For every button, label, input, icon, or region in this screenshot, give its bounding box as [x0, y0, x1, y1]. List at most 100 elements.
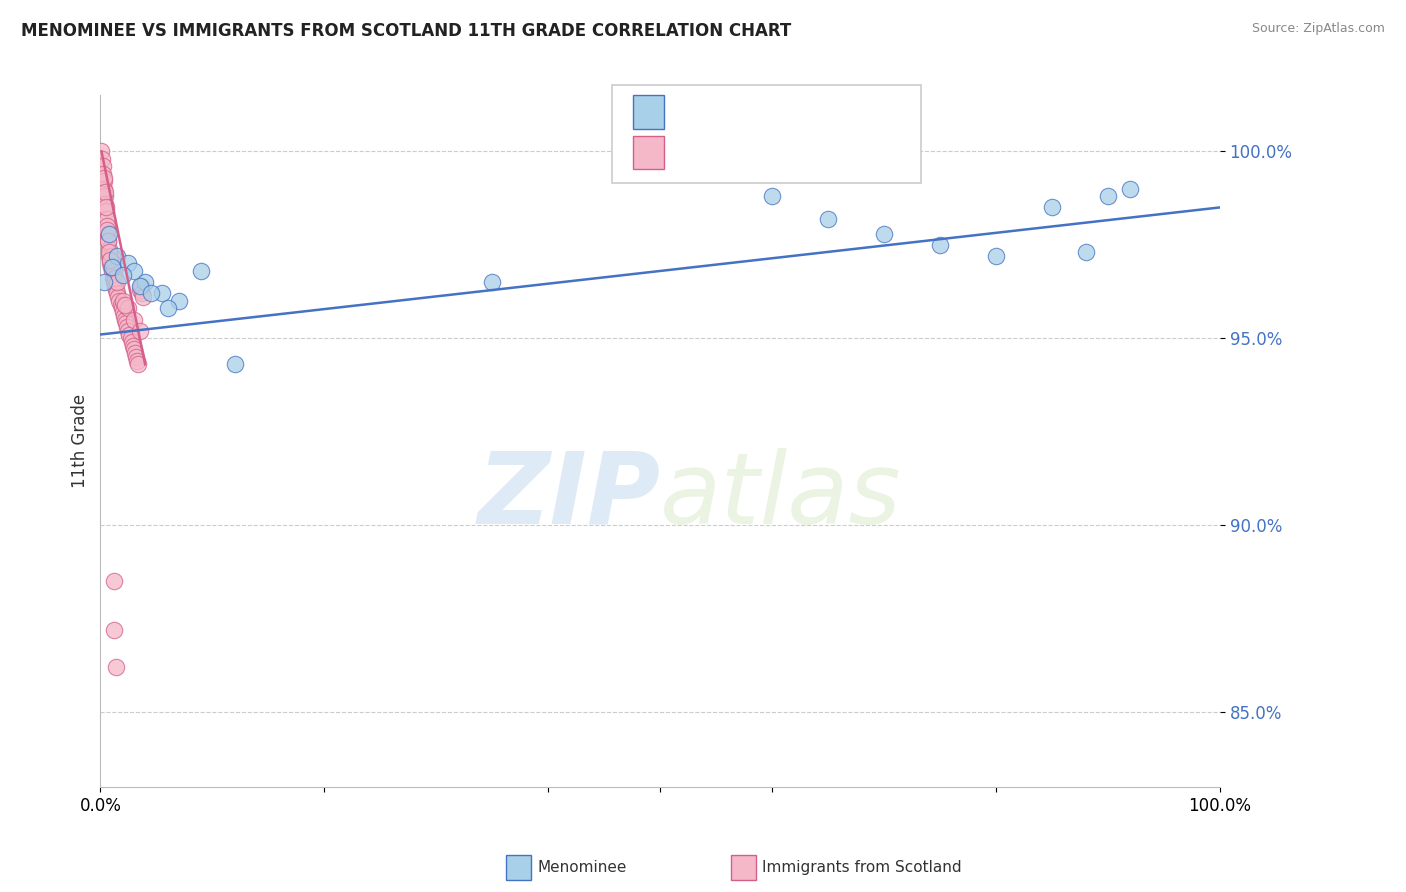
Point — [98, 245, 121, 260]
Point — [150, 286, 173, 301]
Point — [98, 227, 121, 241]
Point — [110, 297, 132, 311]
Point — [111, 268, 134, 282]
Point — [984, 249, 1007, 263]
Point — [103, 574, 125, 589]
Point — [128, 279, 150, 293]
Point — [115, 316, 138, 330]
Point — [98, 252, 121, 267]
Point — [93, 174, 115, 188]
Text: ZIP: ZIP — [477, 448, 659, 545]
Text: MENOMINEE VS IMMIGRANTS FROM SCOTLAND 11TH GRADE CORRELATION CHART: MENOMINEE VS IMMIGRANTS FROM SCOTLAND 11… — [21, 22, 792, 40]
Point — [103, 275, 125, 289]
Point — [128, 324, 150, 338]
Point — [94, 196, 117, 211]
Point — [125, 350, 148, 364]
Point — [127, 358, 149, 372]
Point — [100, 260, 122, 275]
Point — [105, 660, 128, 674]
Point — [100, 249, 122, 263]
Point — [111, 305, 134, 319]
Point — [104, 271, 127, 285]
Text: Menominee: Menominee — [537, 861, 627, 875]
Point — [873, 227, 896, 241]
Point — [90, 145, 112, 159]
Point — [103, 264, 125, 278]
Point — [121, 334, 143, 349]
Point — [224, 358, 246, 372]
Point — [124, 346, 146, 360]
Text: R = 0.340   N = 64: R = 0.340 N = 64 — [672, 144, 842, 161]
Point — [129, 279, 152, 293]
Point — [101, 271, 124, 285]
Point — [1119, 182, 1142, 196]
Point — [114, 297, 136, 311]
Point — [107, 290, 129, 304]
Point — [105, 249, 128, 263]
Point — [118, 327, 141, 342]
Point — [1097, 189, 1119, 203]
Point — [111, 293, 134, 308]
Point — [122, 312, 145, 326]
Point — [1074, 245, 1097, 260]
Point — [127, 353, 149, 368]
Point — [190, 264, 212, 278]
Point — [93, 170, 115, 185]
Point — [100, 264, 122, 278]
Point — [105, 286, 128, 301]
Point — [132, 290, 155, 304]
Point — [112, 309, 135, 323]
Point — [167, 293, 190, 308]
Point — [96, 223, 118, 237]
Point — [94, 204, 117, 219]
Point — [481, 275, 503, 289]
Point — [98, 249, 121, 263]
Y-axis label: 11th Grade: 11th Grade — [72, 394, 89, 488]
Point — [108, 293, 131, 308]
Point — [156, 301, 179, 316]
Point — [122, 264, 145, 278]
Point — [761, 189, 783, 203]
Point — [101, 256, 124, 270]
Point — [114, 312, 136, 326]
Point — [134, 275, 156, 289]
Text: atlas: atlas — [659, 448, 901, 545]
Text: Source: ZipAtlas.com: Source: ZipAtlas.com — [1251, 22, 1385, 36]
Text: Immigrants from Scotland: Immigrants from Scotland — [762, 861, 962, 875]
Point — [97, 242, 120, 256]
Point — [91, 159, 114, 173]
Point — [97, 234, 120, 248]
Point — [1040, 201, 1063, 215]
Point — [117, 324, 139, 338]
Point — [122, 343, 145, 357]
Point — [100, 252, 122, 267]
Point — [93, 182, 115, 196]
Point — [100, 260, 122, 275]
Point — [929, 237, 952, 252]
Point — [91, 167, 114, 181]
Point — [103, 623, 125, 637]
Point — [117, 256, 139, 270]
Point — [97, 234, 120, 248]
Point — [121, 339, 143, 353]
Point — [96, 219, 118, 233]
Point — [111, 301, 134, 316]
Point — [100, 256, 122, 270]
Point — [94, 186, 117, 200]
Point — [128, 283, 150, 297]
Point — [117, 301, 139, 316]
Point — [105, 275, 128, 289]
Point — [105, 283, 128, 297]
Point — [91, 152, 114, 166]
Point — [115, 320, 138, 334]
Point — [120, 331, 142, 345]
Point — [817, 211, 839, 226]
Point — [97, 227, 120, 241]
Point — [139, 286, 162, 301]
Point — [131, 286, 153, 301]
Point — [96, 211, 118, 226]
Point — [94, 189, 117, 203]
Point — [94, 201, 117, 215]
Point — [93, 275, 115, 289]
Point — [104, 279, 127, 293]
